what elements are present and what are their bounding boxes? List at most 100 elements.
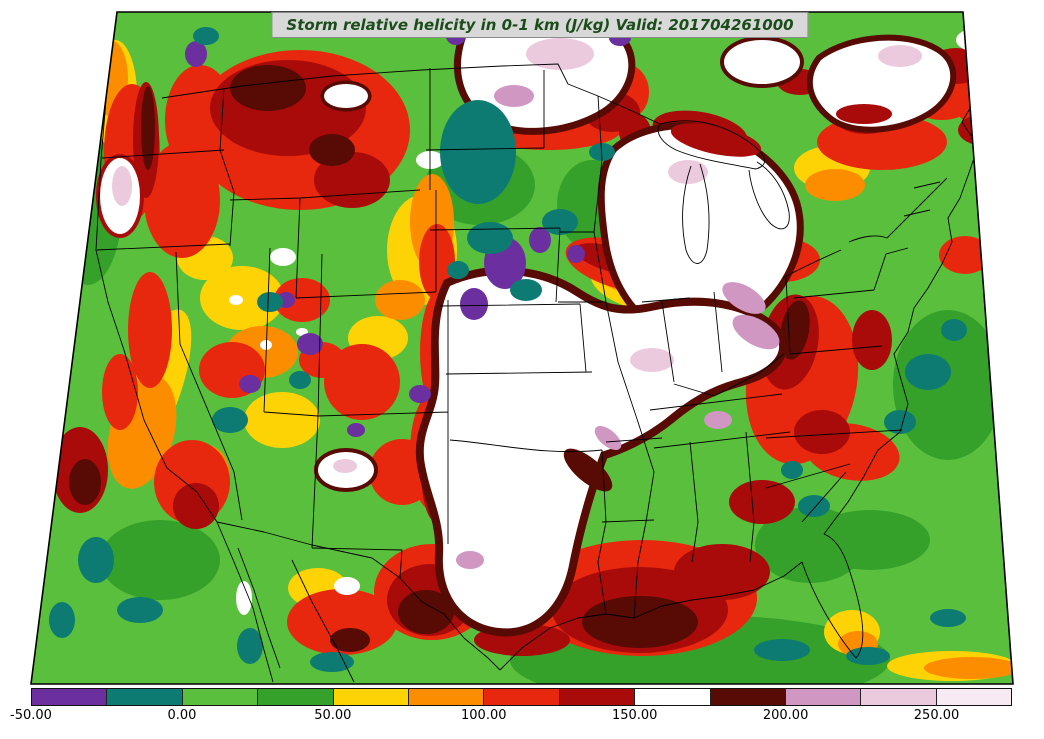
boundary-line (449, 439, 607, 615)
contour-blob-purple (460, 288, 488, 320)
boundary-line (95, 75, 218, 523)
boundary-line (579, 297, 691, 373)
contour-blob-white (334, 577, 360, 595)
boundary-line (425, 147, 593, 375)
contour-blob-teal (846, 647, 890, 665)
contour-blob-dred (958, 114, 1013, 146)
contour-blob-teal (754, 639, 810, 661)
boundary-line (748, 161, 790, 230)
boundary-line (216, 521, 501, 671)
contour-blob-yellow (31, 235, 68, 465)
contour-blob-teal (905, 354, 951, 390)
contour-blob-maroon (582, 596, 698, 648)
contour-blob-purple (567, 245, 585, 263)
contour-blob-red (102, 354, 138, 430)
contour-blob-white (236, 581, 252, 615)
contour-blob-yellow (998, 100, 1013, 210)
boundary-line (558, 231, 663, 523)
contour-blob-white (604, 129, 797, 333)
contour-blob-pink (668, 160, 708, 184)
contour-blob-maroon (563, 448, 613, 492)
contour-blob-white (324, 84, 368, 108)
boundary-line (216, 521, 274, 683)
contour-blob-purple (239, 375, 261, 393)
contour-blob-green2 (810, 510, 930, 570)
contour-blob-dred (836, 104, 892, 124)
contour-blob-orange (375, 280, 425, 320)
contour-blob-white (423, 274, 780, 629)
contour-blob-white (260, 340, 272, 350)
contour-blob-teal (193, 27, 219, 45)
contour-blob-purple (409, 385, 431, 403)
contour-blob-red (1009, 334, 1013, 430)
colorbar-segment-green2 (258, 689, 334, 705)
contour-blob-teal (212, 407, 248, 433)
colorbar-segment-green1 (182, 689, 259, 705)
colorbar-tick-label: -50.00 (10, 708, 52, 723)
contour-blob-white (956, 28, 1000, 52)
contour-blob-dred (674, 544, 770, 600)
colorbar-tick-label: 0.00 (167, 708, 197, 723)
contour-blob-dred (852, 310, 892, 370)
contour-blob-yellow (244, 392, 320, 448)
contour-blob-purple (529, 227, 551, 253)
colorbar-tick-label: 250.00 (913, 708, 960, 723)
contour-blob-teal (257, 292, 283, 312)
boundary-line (782, 235, 888, 279)
contour-blob-teal (310, 652, 354, 672)
contour-blob-dred (794, 410, 850, 454)
contour-blob-green2 (100, 520, 220, 600)
contour-blob-teal (289, 371, 311, 389)
contour-blob-orange (805, 169, 865, 201)
boundary-line (219, 87, 235, 247)
boundary-line (161, 63, 661, 125)
colorbar-segment-teal (107, 689, 183, 705)
contour-blob-red (324, 344, 400, 420)
contour-blob-pink (878, 45, 922, 67)
boundary-line (96, 149, 231, 251)
map-shapes (31, 12, 1035, 684)
contour-blob-dred (670, 123, 762, 157)
colorbar-segment-pink (861, 689, 937, 705)
boundary-line (237, 547, 355, 683)
contour-blob-dred (173, 483, 219, 529)
colorbar-segment-plum (785, 689, 862, 705)
contour-blob-dred (1013, 394, 1035, 450)
contour-blob-teal (447, 261, 469, 279)
boundary-line (765, 429, 903, 523)
boundary-line (823, 97, 979, 535)
contour-blob-teal (47, 244, 67, 272)
colorbar-segment-purple (32, 689, 108, 705)
boundary-line (649, 393, 791, 449)
contour-blob-teal (78, 537, 114, 583)
contour-blob-purple (297, 333, 323, 355)
boundary-line (801, 533, 864, 659)
boundary-line (229, 68, 431, 201)
contour-blob-yellow (1002, 295, 1013, 415)
contour-blob-white (724, 40, 800, 84)
boundary-line (499, 561, 803, 671)
contour-blob-maroon (309, 134, 355, 166)
contour-blob-teal (49, 602, 75, 638)
contour-blob-plum (722, 282, 766, 314)
contour-blob-pink (526, 38, 594, 70)
boundary-line (317, 300, 449, 417)
contour-blob-teal (781, 461, 803, 479)
contour-blob-red (128, 272, 172, 388)
contour-blob-purple (185, 41, 207, 67)
contour-blob-orange (1006, 255, 1013, 365)
colorbar-segment-red (484, 689, 560, 705)
contour-blob-teal (237, 628, 263, 664)
boundary-line (175, 251, 243, 521)
contour-blob-pink (333, 459, 357, 473)
colorbar-tick-label: 100.00 (461, 708, 507, 723)
boundary-line (689, 431, 755, 563)
contour-blob-dred (729, 480, 795, 524)
map-title: Storm relative helicity in 0-1 km (J/kg)… (271, 12, 809, 38)
contour-blob-purple (347, 423, 365, 437)
colorbar-tick-label: 150.00 (611, 708, 658, 723)
boundary-line (311, 414, 449, 579)
boundary-line (661, 291, 785, 397)
contour-blob-teal (467, 222, 513, 254)
